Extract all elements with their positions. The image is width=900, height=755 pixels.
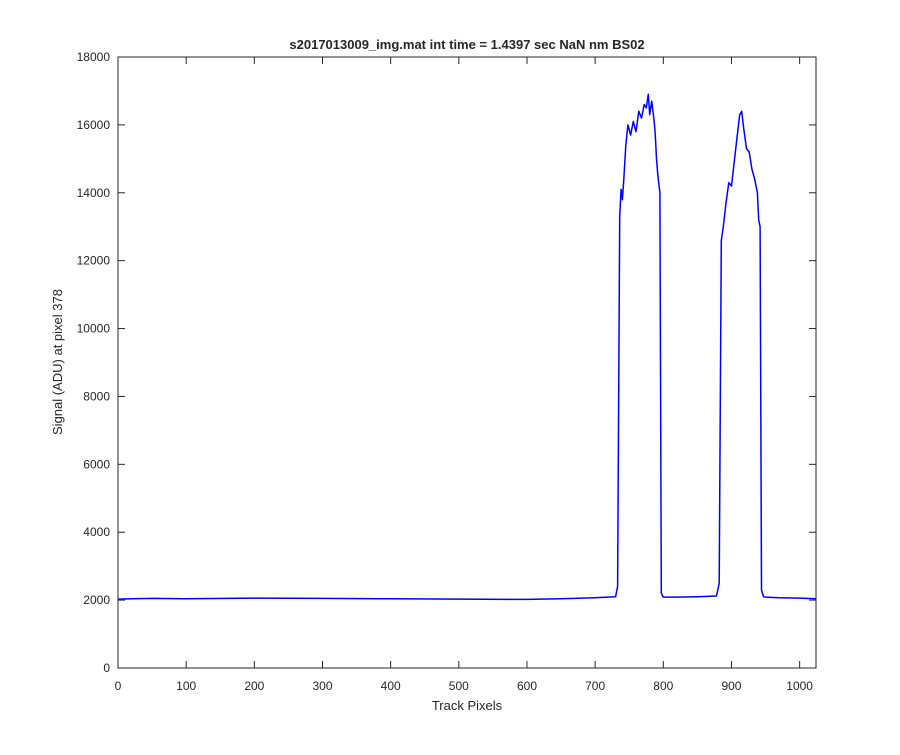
x-tick-label: 600 [517,679,537,693]
series-line [117,93,817,601]
x-tick-label: 700 [585,679,605,693]
x-tick-label: 100 [176,679,196,693]
x-tick-label: 800 [653,679,673,693]
y-tick-label: 4000 [83,525,110,539]
chart-title: s2017013009_img.mat int time = 1.4397 se… [289,37,644,52]
y-tick-label: 10000 [77,322,111,336]
y-tick-label: 8000 [83,389,110,403]
y-tick-label: 18000 [77,50,111,64]
series-group [117,93,817,601]
y-tick-label: 16000 [77,118,111,132]
plot-area [117,56,817,669]
x-tick-label: 200 [244,679,264,693]
x-tick-label: 500 [449,679,469,693]
y-tick-label: 0 [103,661,110,675]
y-tick-label: 6000 [83,457,110,471]
y-tick-label: 2000 [83,593,110,607]
x-tick-label: 400 [381,679,401,693]
x-tick-label: 1000 [786,679,813,693]
y-tick-label: 14000 [77,186,111,200]
y-axis-ticks: 0 2000 4000 6000 8000 10000 12000 14000 16000 180… [77,50,816,675]
x-tick-label: 900 [721,679,741,693]
x-axis-label: Track Pixels [432,698,503,713]
x-axis-ticks: 0 100 200 300 400 500 600 700 800 900 1000 [115,57,813,693]
y-tick-label: 12000 [77,254,111,268]
x-tick-label: 0 [115,679,122,693]
y-axis-label: Signal (ADU) at pixel 378 [50,289,65,435]
x-tick-label: 300 [312,679,332,693]
